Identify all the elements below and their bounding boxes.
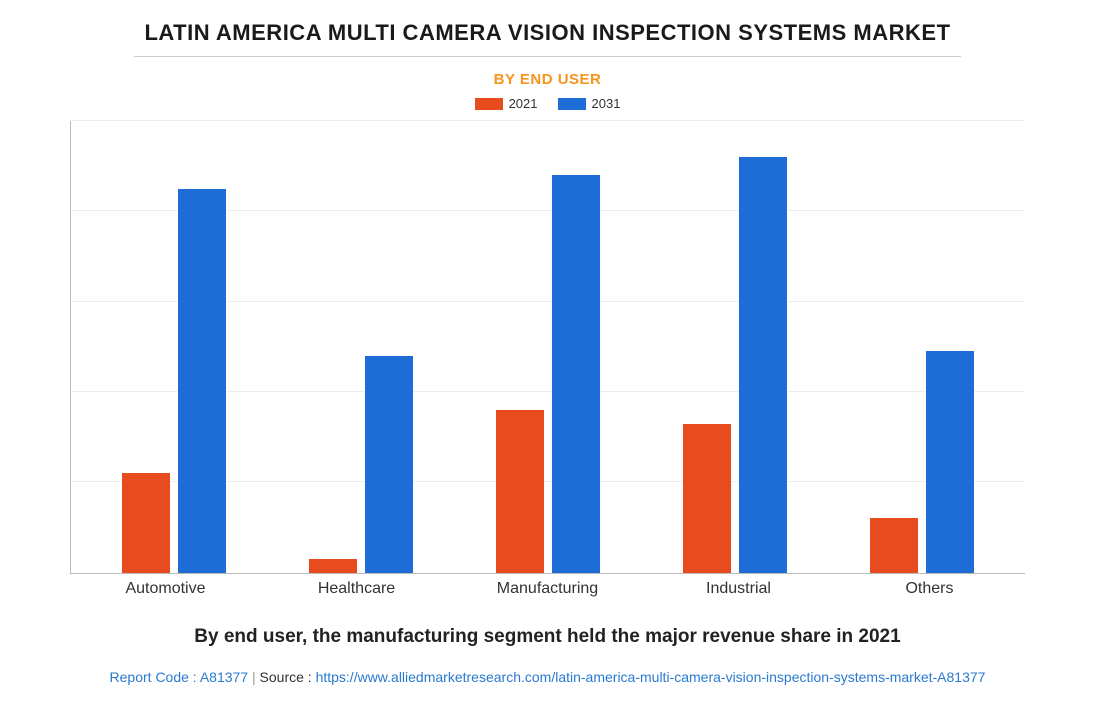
bar (739, 157, 787, 572)
bar (309, 559, 357, 573)
bar-group (665, 121, 805, 573)
x-axis-label: Manufacturing (478, 580, 618, 598)
legend-item-2031: 2031 (558, 96, 621, 111)
x-axis-label: Healthcare (287, 580, 427, 598)
x-axis-label: Automotive (96, 580, 236, 598)
bar (870, 518, 918, 572)
x-axis-label: Others (860, 580, 1000, 598)
chart-x-axis: Automotive Healthcare Manufacturing Industr… (70, 580, 1025, 598)
source-url: https://www.alliedmarketresearch.com/lat… (316, 669, 986, 685)
bar-group (478, 121, 618, 573)
bar-group (104, 121, 244, 573)
bar (926, 351, 974, 572)
chart-title: LATIN AMERICA MULTI CAMERA VISION INSPEC… (134, 20, 960, 57)
legend-label-2021: 2021 (509, 96, 538, 111)
bar (683, 424, 731, 573)
chart-footer: Report Code : A81377 | Source : https://… (30, 666, 1065, 688)
legend-swatch-2031 (558, 98, 586, 110)
legend-item-2021: 2021 (475, 96, 538, 111)
bar (122, 473, 170, 572)
bar-group (852, 121, 992, 573)
report-code-label: Report Code : (110, 669, 197, 685)
bar (365, 356, 413, 573)
chart-caption: By end user, the manufacturing segment h… (30, 626, 1065, 648)
legend-swatch-2021 (475, 98, 503, 110)
x-axis-label: Industrial (669, 580, 809, 598)
footer-separator: | (252, 669, 256, 685)
chart-legend: 2021 2031 (30, 96, 1065, 111)
legend-label-2031: 2031 (592, 96, 621, 111)
report-code-value: A81377 (200, 669, 248, 685)
source-label: Source : (260, 669, 312, 685)
chart-subtitle: BY END USER (30, 71, 1065, 88)
bar (178, 189, 226, 573)
chart-plot-area (70, 121, 1025, 574)
bar-group (291, 121, 431, 573)
bar (552, 175, 600, 572)
bar (496, 410, 544, 573)
